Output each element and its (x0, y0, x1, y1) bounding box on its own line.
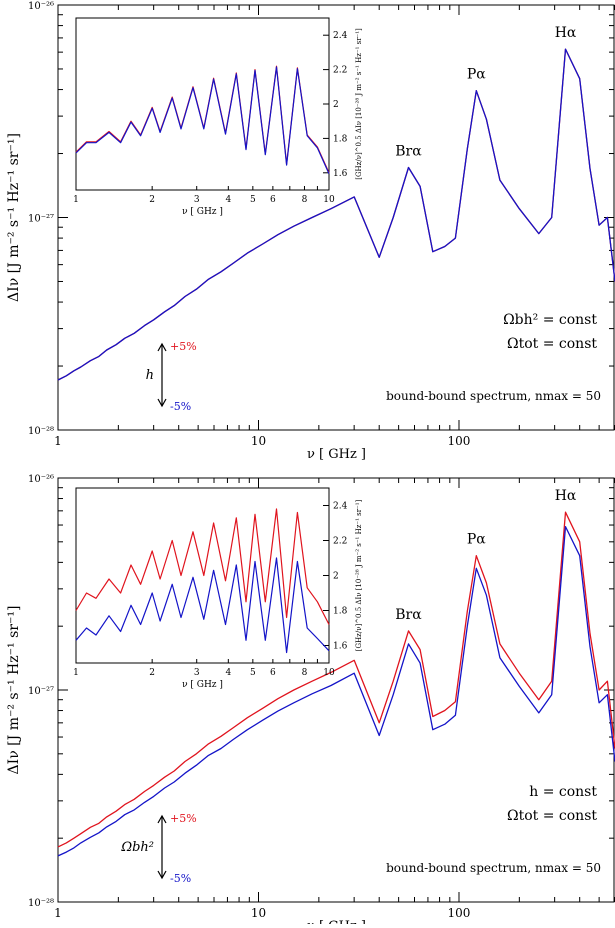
y-axis-label: ΔIν [J m⁻² s⁻¹ Hz⁻¹ sr⁻¹] (6, 606, 22, 775)
peak-label: Pα (467, 532, 486, 548)
inset-x-tick-label: 4 (225, 195, 231, 205)
x-tick-label: 1 (54, 434, 62, 448)
series-line-2 (57, 48, 615, 381)
spectrum-note: bound-bound spectrum, nmax = 50 (386, 389, 601, 403)
inset-y-tick-label: 2.4 (333, 31, 348, 41)
inset-y-tick-label: 2 (333, 100, 339, 110)
series-line-1 (57, 511, 615, 848)
inset-series-line-2 (75, 66, 330, 174)
param-label: h (146, 368, 154, 383)
x-tick-label: 10 (251, 434, 266, 448)
inset-panel-2: 1 2 3 4 5 6 8 10 1.6 1.8 2 2.2 2.4 ν [ GHz ] [GHz/ν]^0… (73, 487, 363, 690)
y-axis-label: ΔIν [J m⁻² s⁻¹ Hz⁻¹ sr⁻¹] (6, 133, 22, 302)
plus-label: +5% (170, 812, 197, 825)
chart-panel-1: 1 10 100 10⁻²⁸ 10⁻²⁷ 10⁻²⁶ ν [ GHz ] ΔIν [J m⁻²… (6, 1, 615, 462)
inset-y-tick-label: 2.4 (333, 502, 348, 512)
inset-x-tick-label: 1 (73, 195, 79, 205)
chart-panel-2: 1 10 100 10⁻²⁸ 10⁻²⁷ 10⁻²⁶ ν [ GHz ] ΔIν [J m⁻²… (6, 474, 615, 928)
peak-label: Brα (395, 607, 422, 623)
inset-x-tick-label: 6 (270, 195, 276, 205)
inset-x-tick-label: 10 (323, 668, 335, 678)
inset-y-tick-label: 2.2 (333, 537, 347, 547)
inset-x-tick-label: 2 (149, 668, 155, 678)
annotation-line1: Ωbh² = const (503, 312, 597, 328)
inset-x-tick-label: 8 (302, 195, 308, 205)
y-tick-label: 10⁻²⁷ (28, 686, 54, 697)
spectrum-note: bound-bound spectrum, nmax = 50 (386, 861, 601, 875)
inset-x-axis-label: ν [ GHz ] (182, 207, 223, 217)
x-tick-label: 10 (251, 906, 266, 920)
y-tick-label: 10⁻²⁸ (28, 426, 54, 437)
inset-panel-1: 1 2 3 4 5 6 8 10 1.6 1.8 2 2.2 2.4 ν [ GHz ] [GHz/ν]^0… (73, 17, 363, 217)
inset-y-tick-label: 2 (333, 572, 339, 582)
y-tick-label: 10⁻²⁶ (28, 474, 54, 485)
annotation-line1: h = const (529, 784, 597, 800)
arrow-head-up (157, 342, 167, 352)
inset-x-tick-label: 2 (149, 195, 155, 205)
inset-y-tick-label: 1.6 (333, 169, 348, 179)
peak-label: Pα (467, 67, 486, 83)
y-tick-label: 10⁻²⁷ (28, 214, 54, 225)
inset-x-tick-label: 3 (194, 195, 200, 205)
inset-x-tick-label: 8 (302, 668, 308, 678)
arrow-head-up (157, 814, 167, 824)
inset-x-tick-label: 4 (225, 668, 231, 678)
peak-label: Hα (555, 488, 577, 504)
inset-x-tick-label: 10 (323, 195, 335, 205)
minus-label: -5% (170, 400, 191, 413)
inset-y-axis-label: [GHz/ν]^0.5 ΔIν [10⁻²⁸ J m⁻² s⁻¹ Hz⁻¹ sr… (355, 499, 363, 651)
inset-x-tick-label: 1 (73, 668, 79, 678)
inset-x-tick-label: 5 (250, 195, 256, 205)
inset-y-tick-label: 1.8 (333, 607, 348, 617)
peak-label: Brα (395, 143, 422, 159)
arrow-head-down (157, 870, 167, 880)
series-line-2 (57, 525, 615, 857)
inset-x-axis-label: ν [ GHz ] (182, 680, 223, 690)
inset-series-line-2 (75, 557, 330, 654)
y-tick-label: 10⁻²⁸ (28, 898, 54, 909)
inset-y-tick-label: 1.8 (333, 134, 348, 144)
x-tick-label: 100 (448, 434, 471, 448)
x-axis-label: ν [ GHz ] (307, 447, 366, 462)
inset-y-axis-label: [GHz/ν]^0.5 ΔIν [10⁻²⁸ J m⁻² s⁻¹ Hz⁻¹ sr… (355, 28, 363, 180)
annotation-line2: Ωtot = const (507, 808, 597, 824)
peak-label: Hα (555, 25, 577, 41)
minus-label: -5% (170, 872, 191, 885)
plus-label: +5% (170, 340, 197, 353)
arrow-head-down (157, 398, 167, 408)
inset-x-tick-label: 3 (194, 668, 200, 678)
annotation-line2: Ωtot = const (507, 336, 597, 352)
param-label: Ωbh² (120, 840, 154, 855)
inset-y-tick-label: 1.6 (333, 642, 348, 652)
inset-x-tick-label: 6 (270, 668, 276, 678)
inset-y-tick-label: 2.2 (333, 66, 347, 76)
inset-series-line-1 (75, 508, 330, 625)
x-tick-label: 100 (448, 906, 471, 920)
y-tick-label: 10⁻²⁶ (28, 1, 54, 12)
inset-x-tick-label: 5 (250, 668, 256, 678)
x-tick-label: 1 (54, 906, 62, 920)
inset-frame (75, 17, 330, 191)
inset-frame (75, 487, 330, 664)
x-axis-label: ν [ GHz ] (307, 919, 366, 924)
